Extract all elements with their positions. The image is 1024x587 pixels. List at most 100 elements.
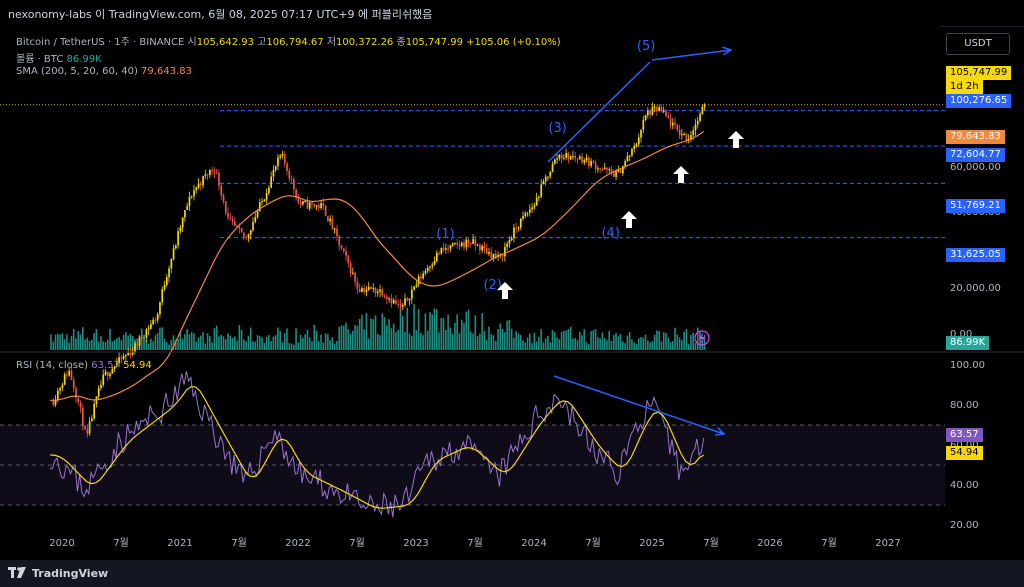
candle-body <box>113 366 116 369</box>
candle-body <box>556 158 558 160</box>
volume-bar <box>224 339 227 350</box>
chart-canvas[interactable]: 2020 7월 2021 7월 2022 7월 2023 7월 2024 7월 2025 7월 2026… <box>0 26 1024 560</box>
volume-bar <box>274 335 277 350</box>
candle-body <box>170 259 173 269</box>
volume-bar <box>159 327 161 350</box>
candle-body <box>156 313 159 321</box>
volume-bar <box>631 339 633 350</box>
candle-body <box>681 134 683 136</box>
volume-bar <box>331 337 334 350</box>
candle-body <box>227 212 229 218</box>
candle-body <box>488 252 490 254</box>
candle-body <box>127 352 130 356</box>
candle-body <box>324 205 327 217</box>
candle-body <box>420 276 422 279</box>
candle-body <box>122 356 125 359</box>
candle-body <box>304 200 307 202</box>
volume-bar <box>633 342 635 350</box>
x-tick-label: 7월 <box>113 537 129 549</box>
volume-bar <box>270 341 272 350</box>
candle-body <box>193 190 195 197</box>
volume-bar <box>370 318 372 350</box>
candle-body <box>290 178 293 180</box>
candle-body <box>411 289 413 299</box>
volume-bar <box>533 332 536 350</box>
candle-body <box>674 122 676 125</box>
lightning-icon <box>699 332 705 344</box>
volume-bar <box>109 328 111 350</box>
level-tag-31k: 31,625.05 <box>946 248 1005 262</box>
candle-body <box>220 186 223 196</box>
volume-bar <box>333 343 336 350</box>
volume-bar <box>517 333 520 350</box>
candle-body <box>179 227 182 232</box>
volume-bar <box>499 323 502 350</box>
candle-body <box>229 217 232 219</box>
volume-bar <box>649 342 651 350</box>
candle-body <box>147 328 150 330</box>
candle-body <box>102 374 105 385</box>
candle-body <box>277 157 279 167</box>
volume-bar <box>406 307 409 350</box>
candle-body <box>231 218 234 222</box>
volume-bar <box>104 342 107 350</box>
candle-body <box>445 248 447 250</box>
candle-body <box>333 228 336 230</box>
volume-bar <box>399 307 402 350</box>
candle-body <box>57 390 59 400</box>
volume-bar <box>263 342 266 350</box>
trend-line-up <box>547 61 651 163</box>
volume-bar <box>681 340 683 350</box>
candle-body <box>116 362 118 367</box>
volume-bar <box>197 337 200 350</box>
volume-bar <box>170 340 173 350</box>
candle-body <box>699 113 701 121</box>
volume-bar <box>483 330 486 350</box>
candle-body <box>581 156 583 163</box>
candle-body <box>451 243 454 246</box>
candle-body <box>449 245 452 249</box>
volume-bar <box>249 327 252 350</box>
volume-bar <box>433 308 436 350</box>
candle-body <box>622 165 624 174</box>
currency-button[interactable]: USDT <box>946 33 1010 55</box>
candle-body <box>177 231 179 246</box>
rsi-ma-tag: 54.94 <box>946 446 983 460</box>
candle-body <box>565 153 568 158</box>
x-tick-label: 7월 <box>585 537 601 549</box>
candle-body <box>599 168 602 170</box>
volume-bar <box>538 336 540 350</box>
candle-body <box>84 426 86 430</box>
candle-body <box>281 154 284 156</box>
candle-body <box>120 357 123 359</box>
candle-body <box>258 202 261 212</box>
volume-bar <box>588 344 590 350</box>
candle-body <box>476 244 479 246</box>
volume-bar <box>299 334 302 350</box>
legend-rsi-label: RSI (14, close) <box>16 360 89 371</box>
volume-bar <box>626 335 629 350</box>
volume-bar <box>381 313 384 350</box>
candle-body <box>456 242 459 245</box>
volume-bar <box>510 328 513 350</box>
volume-bar <box>653 334 656 350</box>
candle-body <box>91 418 93 422</box>
volume-bar <box>213 328 216 350</box>
candle-body <box>249 230 252 235</box>
volume-bar <box>615 332 617 350</box>
candle-body <box>175 245 177 249</box>
candle-body <box>635 144 638 147</box>
volume-bar <box>161 327 163 350</box>
candle-body <box>54 399 57 405</box>
volume-bar <box>553 331 556 350</box>
volume-bar <box>279 330 281 350</box>
volume-bar <box>63 339 66 350</box>
candle-body <box>578 156 581 160</box>
volume-bar <box>451 334 454 350</box>
volume-bar <box>245 341 247 350</box>
candle-body <box>261 201 263 203</box>
candle-body <box>569 156 572 160</box>
volume-bar <box>513 337 515 350</box>
volume-bar <box>349 333 352 350</box>
volume-bar <box>696 327 699 350</box>
